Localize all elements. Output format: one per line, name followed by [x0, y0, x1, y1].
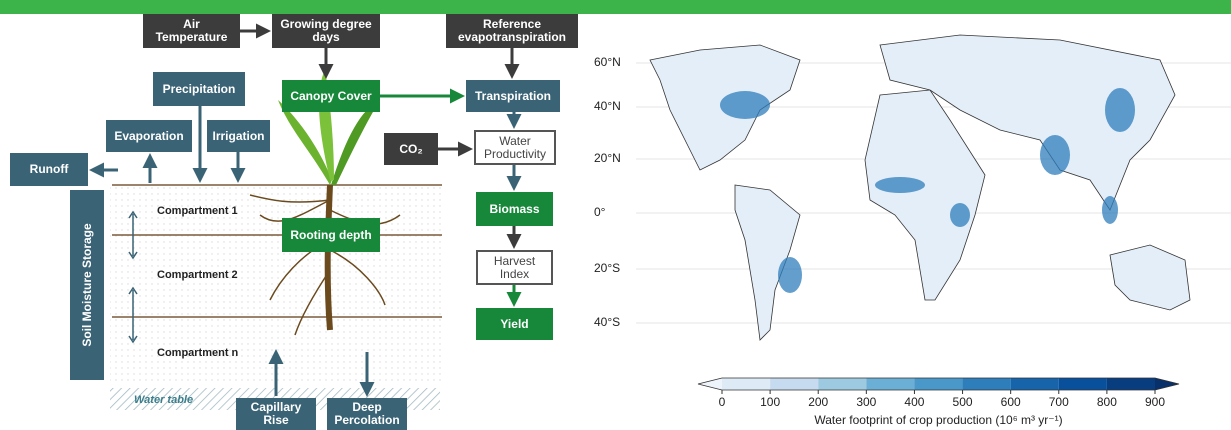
colorbar-extend [1155, 378, 1179, 390]
colorbar-outline [697, 377, 1180, 391]
colorbar-bin [866, 378, 915, 390]
diagram-node: Harvest Index [476, 250, 553, 285]
lat-label: 40°N [594, 99, 621, 113]
colorbar-extend [698, 378, 722, 390]
diagram-node: Water Productivity [474, 130, 556, 165]
colorbar-tick-label: 500 [953, 395, 973, 409]
diagram-node: Rooting depth [282, 218, 380, 252]
lat-label: 60°N [594, 55, 621, 69]
diagram-node: Yield [476, 308, 553, 340]
header-band [0, 0, 1231, 14]
diagram-node: Evaporation [106, 120, 192, 152]
diagram-node: Air Temperature [143, 14, 240, 48]
colorbar-bin [962, 378, 1011, 390]
colorbar-tick-label: 0 [719, 395, 726, 409]
diagram-node: Reference evapotranspiration [446, 14, 578, 48]
lat-label: 20°S [594, 261, 621, 275]
diagram-node: Precipitation [153, 72, 245, 106]
colorbar-bin [1106, 378, 1155, 390]
diagram-node: Growing degree days [272, 14, 380, 48]
colorbar-tick-label: 800 [1097, 395, 1117, 409]
soil [110, 184, 445, 410]
compartment-label: Compartment 1 [157, 205, 238, 217]
arrows [89, 23, 522, 397]
colorbar-label: Water footprint of crop production (10⁶ … [814, 413, 1062, 427]
diagram-node: Canopy Cover [282, 80, 380, 112]
colorbar-bin [722, 378, 771, 390]
water-table-label: Water table [134, 394, 194, 406]
colorbar-bin [818, 378, 867, 390]
compartment-label: Compartment 2 [157, 269, 238, 281]
colorbar-tick-label: 300 [856, 395, 876, 409]
colorbar-tick-label: 100 [760, 395, 780, 409]
colorbar-tick-label: 900 [1145, 395, 1165, 409]
lat-label: 40°S [594, 315, 621, 329]
storage-box: Soil Moisture Storage [70, 190, 104, 380]
diagram-node: Deep Percolation [327, 398, 407, 430]
colorbar-tick-label: 700 [1049, 395, 1069, 409]
colorbar-tick-label: 600 [1001, 395, 1021, 409]
colorbar-bin [770, 378, 819, 390]
colorbar-tick-label: 400 [904, 395, 924, 409]
diagram-node: CO₂ [384, 133, 438, 165]
diagram-node: Biomass [476, 192, 553, 226]
colorbar-tick-label: 200 [808, 395, 828, 409]
diagram-node: Capillary Rise [236, 398, 316, 430]
colorbar-bin [1058, 378, 1107, 390]
colorbar: 0 100 200 300 400 500 600 700 800 900 Water footpr… [697, 377, 1180, 427]
diagram-node: Transpiration [466, 80, 560, 112]
lat-label: 20°N [594, 151, 621, 165]
map [636, 34, 1231, 341]
colorbar-bin [1010, 378, 1059, 390]
colorbar-bin [914, 378, 963, 390]
lat-label: 0° [594, 205, 606, 219]
compartment-label: Compartment n [157, 347, 239, 359]
diagram-node: Irrigation [207, 120, 270, 152]
diagram-node: Runoff [10, 153, 88, 186]
storage-label: Soil Moisture Storage [80, 223, 94, 347]
